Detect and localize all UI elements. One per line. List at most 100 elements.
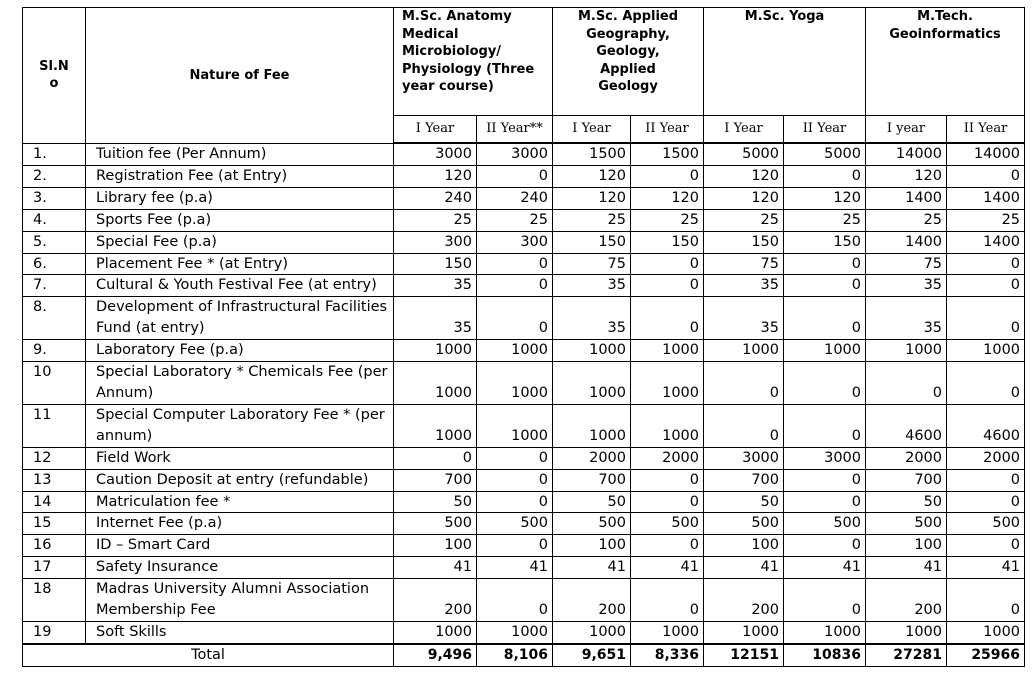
fee-amount-cell: 1000 <box>630 339 704 363</box>
program-header-yoga: M.Sc. Yoga <box>702 7 867 116</box>
fee-amount-cell: 1500 <box>630 142 704 166</box>
fee-amount-cell: 14000 <box>865 142 948 166</box>
fee-amount-cell: 5000 <box>782 142 867 166</box>
fee-amount-cell: 1000 <box>703 620 784 645</box>
fee-amount-cell: 1400 <box>946 230 1026 254</box>
fee-amount-cell: 35 <box>703 296 784 341</box>
fee-amount-cell: 0 <box>946 468 1026 492</box>
sl-no-cell: 4. <box>22 208 86 232</box>
sl-no-cell: 12 <box>22 446 86 470</box>
fee-amount-cell: 0 <box>476 252 553 276</box>
total-amount-cell: 27281 <box>865 642 948 667</box>
fee-amount-cell: 50 <box>393 490 477 514</box>
fee-row: 1. Tuition fee (Per Annum) 3000 3000 1500 150… <box>22 142 1026 166</box>
year-header: II Year <box>946 115 1026 144</box>
fee-amount-cell: 300 <box>393 230 477 254</box>
fee-amount-cell: 150 <box>782 230 867 254</box>
fee-name-cell: Soft Skills <box>85 620 394 645</box>
fee-amount-cell: 200 <box>703 578 784 622</box>
fee-amount-cell: 35 <box>552 274 631 298</box>
fee-name-cell: Development of Infrastructural Facilitie… <box>85 296 394 341</box>
fee-amount-cell: 3000 <box>703 446 784 470</box>
fee-amount-cell: 1000 <box>476 620 553 645</box>
fee-row: 5. Special Fee (p.a) 300 300 150 150 150 150 140… <box>22 230 1026 254</box>
fee-amount-cell: 25 <box>946 208 1026 232</box>
fee-amount-cell: 75 <box>865 252 948 276</box>
fee-amount-cell: 0 <box>476 490 553 514</box>
fee-amount-cell: 1000 <box>552 620 631 645</box>
fee-name-cell: Placement Fee * (at Entry) <box>85 252 394 276</box>
fee-amount-cell: 0 <box>476 164 553 188</box>
sl-no-cell: 5. <box>22 230 86 254</box>
fee-amount-cell: 500 <box>393 512 477 536</box>
fee-structure-table: Sl.N o Nature of Fee M.Sc. Anatomy Medic… <box>22 7 1026 667</box>
fee-amount-cell: 240 <box>393 186 477 210</box>
fee-amount-cell: 25 <box>476 208 553 232</box>
fee-row: 2. Registration Fee (at Entry) 120 0 120 0 120… <box>22 164 1026 188</box>
fee-name-cell: Library fee (p.a) <box>85 186 394 210</box>
fee-name-cell: Matriculation fee * <box>85 490 394 514</box>
fee-amount-cell: 1000 <box>476 361 553 405</box>
fee-amount-cell: 0 <box>630 534 704 558</box>
fee-name-cell: Special Laboratory * Chemicals Fee (per … <box>85 361 394 405</box>
sl-no-cell: 10 <box>22 361 86 405</box>
fee-amount-cell: 75 <box>552 252 631 276</box>
fee-amount-cell: 120 <box>782 186 867 210</box>
fee-amount-cell: 500 <box>552 512 631 536</box>
fee-amount-cell: 0 <box>946 534 1026 558</box>
fee-amount-cell: 41 <box>552 556 631 580</box>
fee-amount-cell: 4600 <box>865 403 948 448</box>
fee-amount-cell: 50 <box>552 490 631 514</box>
fee-amount-cell: 2000 <box>552 446 631 470</box>
sl-no-cell: 7. <box>22 274 86 298</box>
sl-no-cell: 16 <box>22 534 86 558</box>
fee-amount-cell: 120 <box>630 186 704 210</box>
fee-amount-cell: 50 <box>865 490 948 514</box>
fee-amount-cell: 1000 <box>946 339 1026 363</box>
fee-amount-cell: 0 <box>703 361 784 405</box>
fee-amount-cell: 3000 <box>476 142 553 166</box>
fee-amount-cell: 1000 <box>393 339 477 363</box>
fee-amount-cell: 120 <box>393 164 477 188</box>
program-header-geoinformatics: M.Tech. Geoinformatics <box>865 7 1026 116</box>
fee-amount-cell: 120 <box>703 164 784 188</box>
fee-row: 17 Safety Insurance 41 41 41 41 41 41 41 41 <box>22 556 1026 580</box>
fee-amount-cell: 1400 <box>946 186 1026 210</box>
fee-amount-cell: 0 <box>393 446 477 470</box>
fee-amount-cell: 1000 <box>630 620 704 645</box>
fee-amount-cell: 2000 <box>946 446 1026 470</box>
fee-amount-cell: 1000 <box>393 403 477 448</box>
program-header-anatomy: M.Sc. Anatomy Medical Microbiology/ Phys… <box>393 7 553 116</box>
fee-amount-cell: 41 <box>865 556 948 580</box>
fee-name-cell: Sports Fee (p.a) <box>85 208 394 232</box>
fee-amount-cell: 25 <box>782 208 867 232</box>
fee-amount-cell: 35 <box>552 296 631 341</box>
fee-amount-cell: 1000 <box>946 620 1026 645</box>
total-row: Total 9,496 8,106 9,651 8,336 12151 10836 27281… <box>22 642 1026 667</box>
year-header: I Year <box>703 115 784 144</box>
fee-amount-cell: 500 <box>782 512 867 536</box>
fee-amount-cell: 500 <box>476 512 553 536</box>
fee-amount-cell: 41 <box>782 556 867 580</box>
fee-amount-cell: 2000 <box>865 446 948 470</box>
fee-amount-cell: 500 <box>630 512 704 536</box>
fee-amount-cell: 25 <box>630 208 704 232</box>
fee-amount-cell: 0 <box>865 361 948 405</box>
fee-amount-cell: 35 <box>865 296 948 341</box>
sl-no-cell: 8. <box>22 296 86 341</box>
fee-amount-cell: 120 <box>552 186 631 210</box>
fee-amount-cell: 50 <box>703 490 784 514</box>
fee-row: 11 Special Computer Laboratory Fee * (per… <box>22 403 1026 448</box>
fee-amount-cell: 5000 <box>703 142 784 166</box>
fee-name-cell: Caution Deposit at entry (refundable) <box>85 468 394 492</box>
fee-amount-cell: 25 <box>865 208 948 232</box>
year-header: I Year <box>552 115 631 144</box>
fee-amount-cell: 0 <box>946 578 1026 622</box>
nature-of-fee-header: Nature of Fee <box>85 7 394 144</box>
fee-row: 16 ID – Smart Card 100 0 100 0 100 0 100 0 <box>22 534 1026 558</box>
fee-amount-cell: 1000 <box>476 403 553 448</box>
total-amount-cell: 9,496 <box>393 642 477 667</box>
sl-no-cell: 11 <box>22 403 86 448</box>
fee-amount-cell: 700 <box>393 468 477 492</box>
fee-amount-cell: 41 <box>476 556 553 580</box>
